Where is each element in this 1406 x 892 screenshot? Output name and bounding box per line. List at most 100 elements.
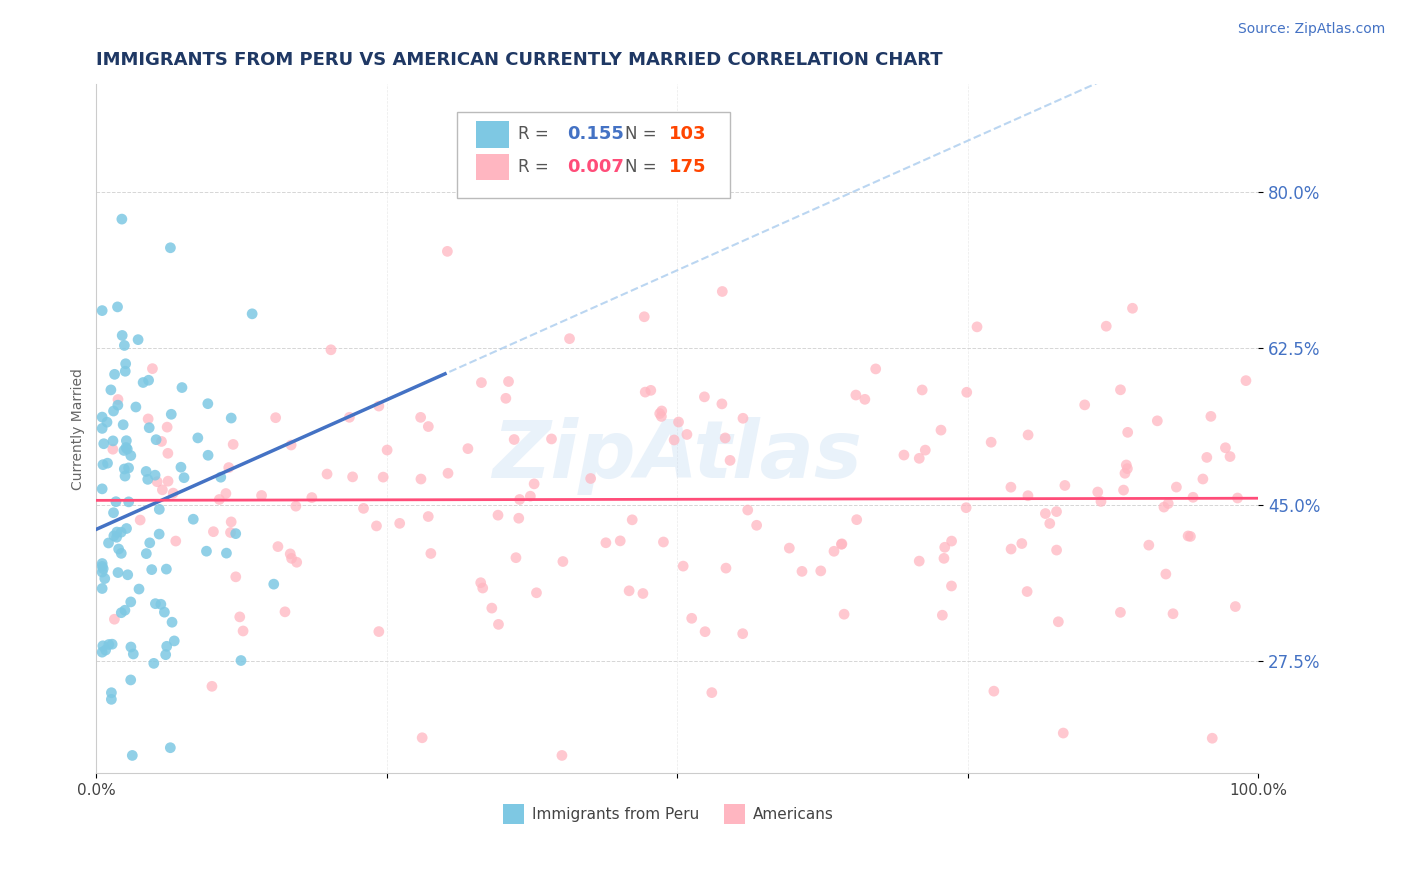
Point [111,328,134,343]
Point [91,639,114,653]
Point [1109,606,1132,620]
Point [141,361,163,376]
Point [197,397,219,411]
Point [139,536,162,550]
Point [540,432,562,446]
Point [114,364,136,378]
Point [263,577,285,591]
Point [1017,489,1039,503]
Point [156,420,179,434]
Point [367,624,389,639]
Point [218,460,240,475]
Point [1053,478,1076,492]
Point [114,357,136,371]
Point [267,540,290,554]
Point [1112,483,1135,497]
Point [1180,529,1202,543]
Point [125,400,148,414]
Point [215,546,238,560]
Point [745,518,768,533]
Point [100,692,122,706]
Point [232,624,254,638]
Point [1201,731,1223,746]
Point [934,541,956,555]
Point [316,467,339,481]
Point [830,537,852,551]
Point [845,388,868,402]
Point [648,407,671,421]
Point [481,601,503,615]
Point [148,527,170,541]
Point [280,551,302,566]
Point [145,597,167,611]
Point [146,475,169,489]
Text: R =: R = [519,158,554,176]
Point [650,409,672,424]
Point [202,524,225,539]
Point [225,526,247,541]
Point [1157,496,1180,510]
Point [110,546,132,560]
Point [471,581,494,595]
Point [120,640,142,654]
Point [115,441,138,455]
Point [105,530,128,544]
Point [508,511,530,525]
Point [150,483,173,497]
Point [91,482,114,496]
Point [91,559,114,574]
Point [832,607,855,622]
Point [96,456,118,470]
Point [1153,500,1175,514]
Point [112,417,135,432]
Point [631,586,654,600]
Point [91,557,114,571]
Point [1219,450,1241,464]
Point [103,368,125,382]
Point [97,638,120,652]
Point [107,541,129,556]
Point [103,506,125,520]
Point [1114,467,1136,481]
Point [617,583,640,598]
Point [159,241,181,255]
Point [225,570,247,584]
Point [652,535,675,549]
Point [201,679,224,693]
Point [101,637,124,651]
Point [215,486,238,500]
Point [1000,542,1022,557]
Point [1090,494,1112,508]
Point [127,333,149,347]
Point [96,415,118,429]
Point [1039,516,1062,531]
Point [155,562,177,576]
Point [1095,319,1118,334]
Point [956,385,979,400]
Point [1192,472,1215,486]
Point [150,434,173,449]
Point [105,524,128,539]
Point [409,410,432,425]
Point [941,579,963,593]
Point [112,462,135,476]
Point [1017,428,1039,442]
Point [551,748,574,763]
Point [693,624,716,639]
Point [91,421,114,435]
Point [436,244,458,259]
Point [672,559,695,574]
Point [929,423,952,437]
Point [1045,505,1067,519]
Point [633,310,655,324]
Point [229,610,252,624]
Point [1116,425,1139,440]
Point [278,547,301,561]
Text: 103: 103 [669,126,707,144]
Point [1047,615,1070,629]
Point [1177,529,1199,543]
Point [693,390,716,404]
Point [138,421,160,435]
Point [558,332,581,346]
Point [366,519,388,533]
